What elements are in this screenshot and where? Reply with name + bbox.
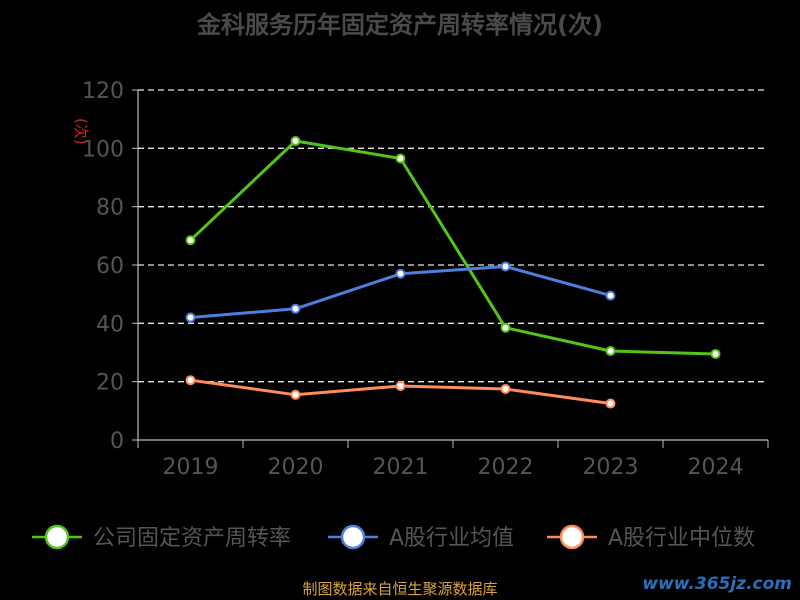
- series-1-point: [395, 153, 406, 164]
- series-2-point: [290, 303, 301, 314]
- legend-marker-2: [340, 524, 366, 550]
- x-tick-label: 2020: [268, 455, 324, 480]
- x-axis-ticks: 2019 2020 2021 2022 2023 2024: [137, 440, 769, 480]
- x-tick-label: 2024: [688, 455, 744, 480]
- watermark: www.365jz.com: [642, 574, 792, 594]
- y-tick-label: 100: [82, 137, 124, 162]
- y-tick-label: 40: [96, 312, 124, 337]
- series-1-point: [500, 322, 511, 333]
- chart-title: 金科服务历年固定资产周转率情况(次): [196, 11, 603, 39]
- series-2-point: [605, 290, 616, 301]
- legend: 公司固定资产周转率 A股行业均值 A股行业中位数: [32, 524, 755, 551]
- legend-marker-3: [559, 524, 585, 550]
- y-tick-label: 60: [96, 254, 124, 279]
- y-axis-unit: (次): [72, 118, 90, 145]
- series-3-point: [185, 375, 196, 386]
- series-3-point: [605, 398, 616, 409]
- y-axis-ticks: 0 20 40 60 80 100 120: [82, 79, 138, 454]
- x-tick-label: 2019: [163, 455, 219, 480]
- y-tick-label: 80: [96, 196, 124, 221]
- grid-lines: [138, 89, 768, 383]
- series-2-point: [395, 268, 406, 279]
- series-3-point: [500, 383, 511, 394]
- series-3-point: [290, 389, 301, 400]
- series-1-point: [185, 235, 196, 246]
- y-tick-label: 20: [96, 371, 124, 396]
- legend-marker-1: [44, 524, 70, 550]
- x-tick-label: 2021: [373, 455, 429, 480]
- y-tick-label: 0: [110, 429, 124, 454]
- y-tick-label: 120: [82, 79, 124, 104]
- series-group: [185, 136, 721, 409]
- source-note: 制图数据来自恒生聚源数据库: [302, 580, 498, 598]
- series-2-point: [500, 261, 511, 272]
- series-1-point: [710, 348, 721, 359]
- x-tick-label: 2022: [478, 455, 534, 480]
- x-tick-label: 2023: [583, 455, 639, 480]
- legend-label-3: A股行业中位数: [608, 526, 755, 551]
- series-2-point: [185, 312, 196, 323]
- series-1-point: [605, 346, 616, 357]
- series-line-1: [189, 139, 716, 356]
- legend-label-1: 公司固定资产周转率: [93, 526, 291, 551]
- series-3-point: [395, 381, 406, 392]
- legend-label-2: A股行业均值: [389, 526, 514, 551]
- series-1-point: [290, 136, 301, 147]
